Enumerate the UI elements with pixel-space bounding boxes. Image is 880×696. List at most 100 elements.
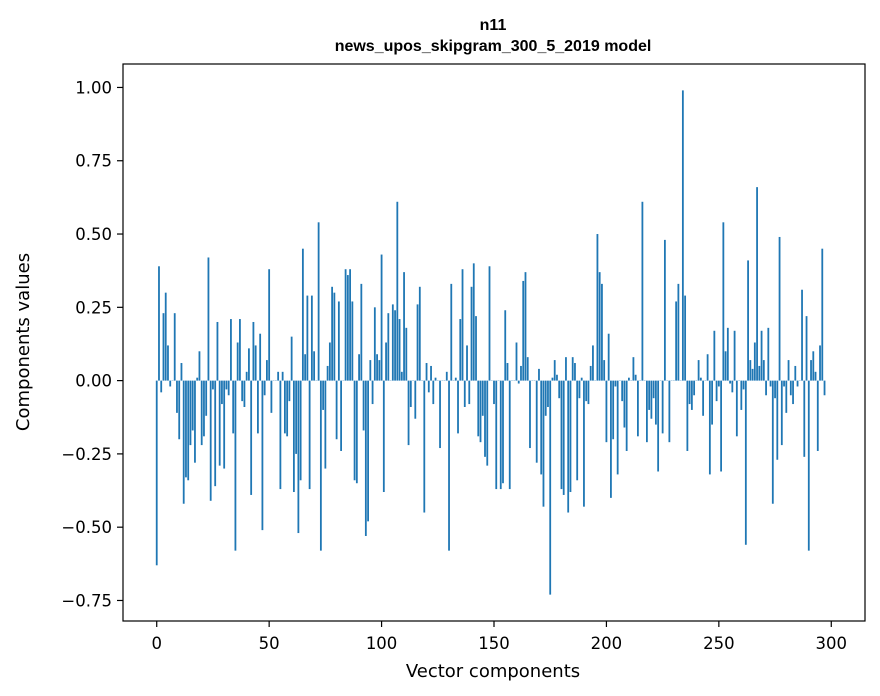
x-axis-ticks: 0 50 100 150 200 250 300: [151, 621, 847, 653]
bar: [776, 380, 779, 460]
bar: [268, 269, 271, 381]
bar: [783, 380, 785, 387]
bar: [297, 380, 300, 534]
bar: [650, 380, 653, 419]
bar: [603, 360, 606, 381]
bar: [241, 380, 244, 402]
bar: [400, 371, 403, 381]
bar: [801, 289, 803, 381]
bar: [416, 304, 419, 381]
bar: [792, 380, 794, 405]
bar: [769, 380, 772, 387]
y-tick-label: −0.50: [61, 518, 112, 537]
bar: [358, 354, 360, 381]
bar: [234, 380, 237, 551]
bar: [414, 380, 417, 419]
bar: [207, 257, 210, 381]
bar: [780, 380, 783, 446]
bar: [517, 380, 520, 384]
bar: [621, 380, 624, 402]
bar: [445, 371, 448, 381]
bar: [646, 380, 648, 443]
bar: [434, 377, 437, 381]
bar: [169, 380, 172, 387]
bar: [308, 380, 311, 490]
bar: [711, 380, 713, 425]
bar: [292, 380, 295, 493]
y-tick-label: 0.00: [75, 372, 112, 391]
bar: [526, 357, 529, 381]
bar: [506, 363, 509, 381]
bar: [367, 380, 369, 522]
bar: [762, 360, 765, 381]
bar: [209, 380, 212, 501]
bar: [155, 380, 158, 566]
bar: [675, 301, 678, 381]
x-tick-label: 250: [703, 634, 735, 653]
bar: [301, 248, 304, 381]
bar: [805, 316, 808, 381]
bar: [758, 365, 761, 381]
bar: [205, 380, 208, 416]
bar: [248, 348, 250, 381]
bar: [720, 380, 722, 472]
bar: [173, 313, 176, 381]
bar: [239, 319, 241, 381]
bar: [425, 363, 428, 381]
bar: [542, 380, 545, 507]
bar: [749, 360, 752, 381]
bar: [250, 380, 253, 495]
bar: [198, 351, 201, 381]
bar: [569, 380, 572, 493]
bar: [322, 380, 325, 410]
bar: [281, 371, 284, 381]
bar: [803, 380, 806, 457]
bar: [807, 380, 810, 551]
bar: [362, 380, 365, 431]
bar: [601, 283, 603, 381]
bar: [751, 368, 754, 381]
bar: [789, 380, 792, 396]
bar: [167, 345, 169, 381]
bar: [382, 380, 385, 493]
bar: [623, 380, 626, 428]
bar: [589, 365, 592, 381]
bar: [740, 380, 743, 410]
bar: [450, 283, 453, 381]
bars-group: [155, 90, 826, 595]
bar: [405, 327, 408, 381]
bar: [731, 380, 734, 393]
bar: [567, 380, 570, 513]
bar: [337, 301, 340, 381]
bar: [785, 380, 788, 413]
bar: [493, 380, 495, 405]
bar: [283, 380, 286, 434]
bar: [495, 380, 498, 490]
bar: [812, 351, 815, 381]
bar: [194, 380, 196, 463]
bar: [681, 90, 684, 381]
bar: [288, 380, 291, 402]
bar: [632, 357, 635, 381]
bar: [524, 272, 527, 381]
y-tick-label: 0.50: [75, 225, 112, 244]
bar: [295, 380, 298, 454]
bar: [182, 380, 185, 504]
bar: [333, 292, 336, 381]
bar: [252, 321, 255, 381]
bar: [614, 380, 617, 387]
x-tick-label: 50: [259, 634, 280, 653]
bar: [243, 380, 246, 407]
bar: [232, 380, 235, 434]
bar: [403, 272, 405, 381]
bar: [427, 380, 430, 393]
bar: [158, 266, 160, 381]
bar: [448, 380, 450, 551]
bar: [641, 201, 644, 381]
bar: [580, 377, 583, 381]
bar: [180, 363, 183, 381]
bar: [463, 380, 466, 407]
bar: [562, 380, 565, 495]
bar: [230, 319, 232, 381]
